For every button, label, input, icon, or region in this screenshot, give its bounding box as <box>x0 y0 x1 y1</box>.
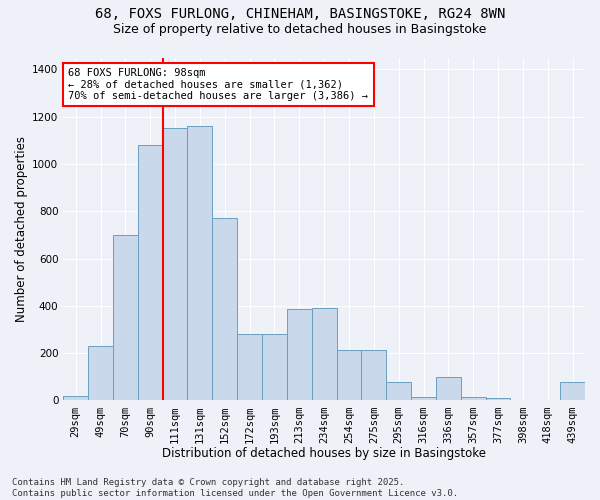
X-axis label: Distribution of detached houses by size in Basingstoke: Distribution of detached houses by size … <box>162 447 486 460</box>
Bar <box>386 382 411 400</box>
Bar <box>485 398 511 400</box>
Text: 68 FOXS FURLONG: 98sqm
← 28% of detached houses are smaller (1,362)
70% of semi-: 68 FOXS FURLONG: 98sqm ← 28% of detached… <box>68 68 368 101</box>
Bar <box>138 145 163 401</box>
Bar <box>312 308 337 400</box>
Bar <box>461 397 485 400</box>
Text: Size of property relative to detached houses in Basingstoke: Size of property relative to detached ho… <box>113 22 487 36</box>
Bar <box>411 397 436 400</box>
Bar <box>262 334 287 400</box>
Bar <box>113 235 138 400</box>
Bar <box>337 350 361 401</box>
Bar <box>436 377 461 400</box>
Bar <box>88 346 113 401</box>
Bar <box>287 310 312 400</box>
Y-axis label: Number of detached properties: Number of detached properties <box>15 136 28 322</box>
Bar <box>237 334 262 400</box>
Bar <box>560 382 585 400</box>
Text: Contains HM Land Registry data © Crown copyright and database right 2025.
Contai: Contains HM Land Registry data © Crown c… <box>12 478 458 498</box>
Bar <box>187 126 212 400</box>
Bar <box>361 350 386 401</box>
Bar <box>212 218 237 400</box>
Text: 68, FOXS FURLONG, CHINEHAM, BASINGSTOKE, RG24 8WN: 68, FOXS FURLONG, CHINEHAM, BASINGSTOKE,… <box>95 8 505 22</box>
Bar <box>163 128 187 400</box>
Bar <box>63 396 88 400</box>
